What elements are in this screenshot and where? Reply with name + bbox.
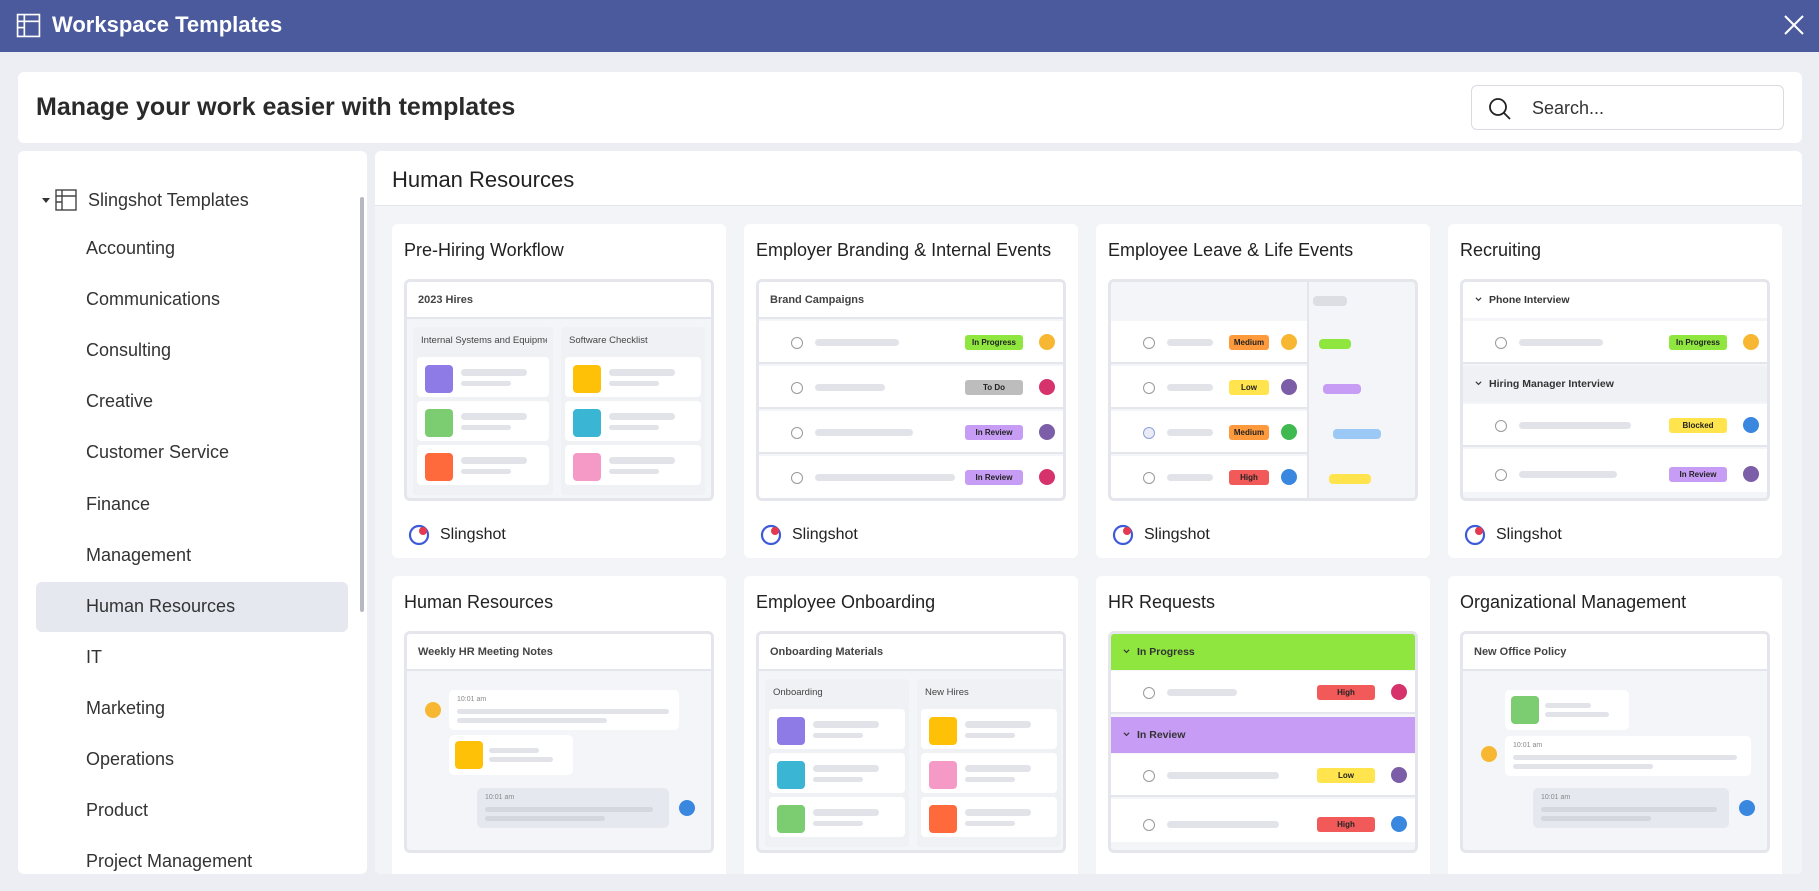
search-box[interactable] [1471, 85, 1784, 130]
card-title: Organizational Management [1460, 592, 1687, 612]
card-title: Recruiting [1460, 240, 1542, 260]
card-preview: 2023 Hires Internal Systems and Equipme … [404, 279, 714, 501]
sidebar-item-customer-service[interactable]: Customer Service [86, 442, 230, 462]
search-icon [1489, 98, 1511, 120]
sidebar-item-product[interactable]: Product [86, 800, 149, 820]
preview-title: New Office Policy [1474, 646, 1567, 658]
sidebar-item-finance[interactable]: Finance [86, 494, 151, 514]
chart-icon [455, 741, 483, 769]
category-sidebar: Slingshot Templates Accounting Communica… [18, 151, 367, 874]
card-preview: Phone Interview In Progress Hiring Manag… [1460, 279, 1770, 501]
template-card-organizational-management[interactable]: Organizational Management New Office Pol… [1448, 576, 1782, 874]
sidebar-scrollbar[interactable] [360, 197, 364, 612]
chevron-down-icon [1123, 732, 1130, 737]
image-icon [1511, 696, 1539, 724]
card-title: Human Resources [404, 592, 554, 612]
preview-column-title: New Hires [925, 687, 969, 698]
card-title: Employee Onboarding [756, 592, 936, 612]
card-preview: Weekly HR Meeting Notes 10:01 am 10:01 a… [404, 631, 714, 853]
section-header: Human Resources [375, 151, 1802, 206]
preview-column-title: Onboarding [773, 687, 823, 698]
sidebar-item-communications[interactable]: Communications [86, 289, 221, 309]
card-brand: Slingshot [1112, 524, 1210, 546]
sidebar-item-creative[interactable]: Creative [86, 391, 154, 411]
card-title: Employee Leave & Life Events [1108, 240, 1354, 260]
section-title: Human Resources [392, 167, 575, 192]
chart-icon [929, 717, 957, 745]
sidebar-item-management[interactable]: Management [86, 545, 192, 565]
template-card-hr-requests[interactable]: HR Requests In Progress High In Review L… [1096, 576, 1430, 874]
chevron-down-icon [1475, 297, 1482, 302]
search-input[interactable] [1532, 94, 1772, 122]
sidebar-item-consulting[interactable]: Consulting [86, 340, 172, 360]
template-card-employee-onboarding[interactable]: Employee Onboarding Onboarding Materials… [744, 576, 1078, 874]
link-icon [425, 453, 453, 481]
slingshot-logo-icon [1464, 524, 1486, 546]
title-bar: Workspace Templates [0, 0, 1819, 52]
card-title: HR Requests [1108, 592, 1216, 612]
sidebar-item-accounting[interactable]: Accounting [86, 238, 176, 258]
chart-icon [929, 761, 957, 789]
template-card-pre-hiring-workflow[interactable]: Pre-Hiring Workflow 2023 Hires Internal … [392, 224, 726, 558]
chart-icon [573, 365, 601, 393]
chart-icon [573, 409, 601, 437]
template-grid: Pre-Hiring Workflow 2023 Hires Internal … [375, 206, 1802, 874]
sidebar-root[interactable]: Slingshot Templates [42, 187, 249, 213]
slingshot-logo-icon [760, 524, 782, 546]
preview-title: Onboarding Materials [770, 646, 884, 658]
preview-column-title: Internal Systems and Equipme [421, 335, 547, 346]
card-brand: Slingshot [760, 524, 858, 546]
sidebar-item-it[interactable]: IT [86, 647, 102, 667]
card-brand: Slingshot [1464, 524, 1562, 546]
caret-down-icon[interactable] [42, 197, 50, 203]
preview-column-title: Software Checklist [569, 335, 648, 346]
card-preview: In Progress High In Review Low High [1108, 631, 1418, 853]
template-card-employee-leave[interactable]: Employee Leave & Life Events Medium Low … [1096, 224, 1430, 558]
chevron-down-icon [1475, 381, 1482, 386]
page-title: Manage your work easier with templates [36, 93, 516, 121]
card-title: Employer Branding & Internal Events [756, 240, 1052, 260]
card-preview: Medium Low Medium High [1108, 279, 1418, 501]
image-icon [777, 761, 805, 789]
link-icon [777, 717, 805, 745]
slingshot-logo-icon [1112, 524, 1134, 546]
window-title: Workspace Templates [52, 12, 283, 37]
template-icon [55, 189, 77, 211]
card-brand: Slingshot [408, 524, 506, 546]
sidebar-item-marketing[interactable]: Marketing [86, 698, 166, 718]
close-icon[interactable] [1783, 14, 1805, 36]
template-card-employer-branding[interactable]: Employer Branding & Internal Events Bran… [744, 224, 1078, 558]
preview-title: Weekly HR Meeting Notes [418, 646, 553, 658]
card-preview: New Office Policy 10:01 am 10:01 am [1460, 631, 1770, 853]
sidebar-item-operations[interactable]: Operations [86, 749, 175, 769]
card-preview: Brand Campaigns In Progress To Do In Rev… [756, 279, 1066, 501]
link-icon [777, 805, 805, 833]
card-title: Pre-Hiring Workflow [404, 240, 564, 260]
card-preview: Onboarding Materials Onboarding New Hire… [756, 631, 1066, 853]
templates-header: Manage your work easier with templates [18, 72, 1802, 143]
image-icon [929, 805, 957, 833]
template-card-recruiting[interactable]: Recruiting Phone Interview In Progress H… [1448, 224, 1782, 558]
slingshot-logo-icon [408, 524, 430, 546]
sidebar-item-human-resources[interactable]: Human Resources [36, 582, 348, 632]
image-icon [573, 453, 601, 481]
template-card-human-resources[interactable]: Human Resources Weekly HR Meeting Notes … [392, 576, 726, 874]
sidebar-item-project-management[interactable]: Project Management [86, 851, 253, 871]
image-icon [425, 409, 453, 437]
link-icon [425, 365, 453, 393]
template-icon [16, 13, 41, 38]
preview-title: Brand Campaigns [770, 294, 865, 306]
templates-main: Human Resources Pre-Hiring Workflow 2023… [375, 151, 1802, 874]
sidebar-root-label: Slingshot Templates [88, 189, 249, 210]
chevron-down-icon [1123, 649, 1130, 654]
preview-title: 2023 Hires [418, 294, 474, 306]
